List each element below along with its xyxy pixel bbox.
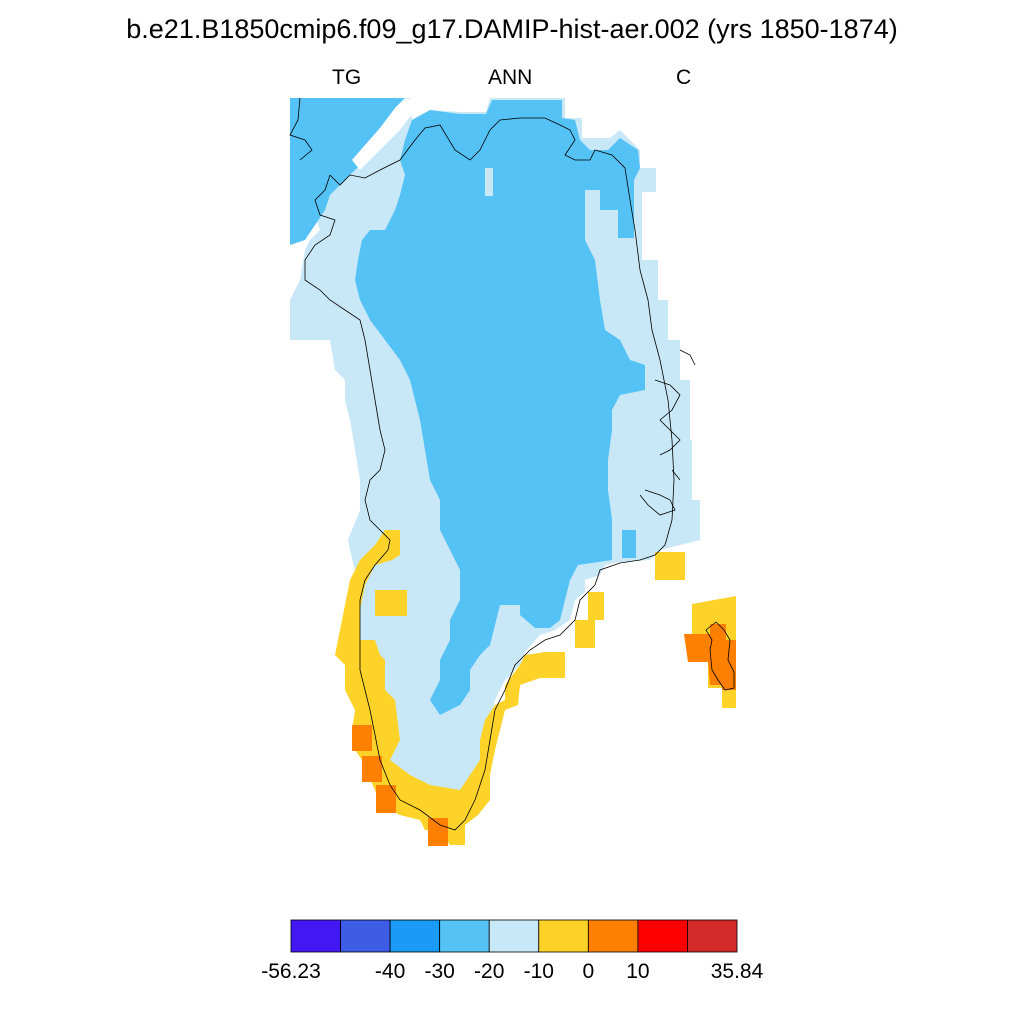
region-orange-1: [352, 725, 372, 751]
colorbar-tick-label: -30: [424, 960, 455, 983]
right-subtitle: C: [676, 66, 692, 89]
coastline: [289, 97, 675, 831]
region-medium-blue-spot: [622, 530, 636, 558]
colorbar: [290, 919, 738, 953]
colorbar-swatch: [290, 919, 341, 953]
colorbar-swatch: [389, 919, 441, 953]
gap-white: [352, 98, 415, 170]
colorbar-tick-label: -56.23: [261, 960, 321, 983]
region-orange-3: [376, 785, 396, 813]
region-light-blue-notch: [485, 168, 493, 196]
region-yellow-west: [375, 590, 407, 616]
map-title: b.e21.B1850cmip6.f09_g17.DAMIP-hist-aer.…: [126, 14, 898, 44]
region-orange-2: [362, 756, 382, 782]
colorbar-swatch: [587, 919, 639, 953]
coastline-iceland: [705, 621, 735, 691]
region-yellow-east1: [588, 592, 604, 620]
region-yellow-east3: [655, 552, 685, 580]
region-medium-blue-main: [355, 100, 645, 715]
colorbar-swatch: [538, 919, 589, 953]
colorbar-tick-label: -10: [523, 960, 554, 983]
colorbar-swatch: [488, 919, 540, 953]
colorbar-tick-label: 35.84: [710, 960, 764, 983]
left-subtitle: TG: [332, 66, 362, 89]
colorbar-swatch: [687, 919, 738, 953]
colorbar-tick-label: -40: [374, 960, 406, 983]
region-orange-4: [428, 818, 448, 846]
colorbar-swatch: [637, 919, 688, 953]
colorbar-tick-label: 0: [582, 960, 595, 983]
region-yellow: [335, 530, 565, 845]
coastline-east-fjords: [639, 349, 696, 516]
colorbar-tick-label: -20: [474, 960, 505, 983]
colorbar-swatch: [439, 919, 490, 953]
center-subtitle: ANN: [488, 66, 533, 89]
region-yellow-east2: [575, 620, 595, 648]
colorbar-tick-label: 10: [626, 960, 650, 983]
colorbar-swatch: [340, 919, 391, 953]
region-iceland-orange: [684, 624, 736, 690]
